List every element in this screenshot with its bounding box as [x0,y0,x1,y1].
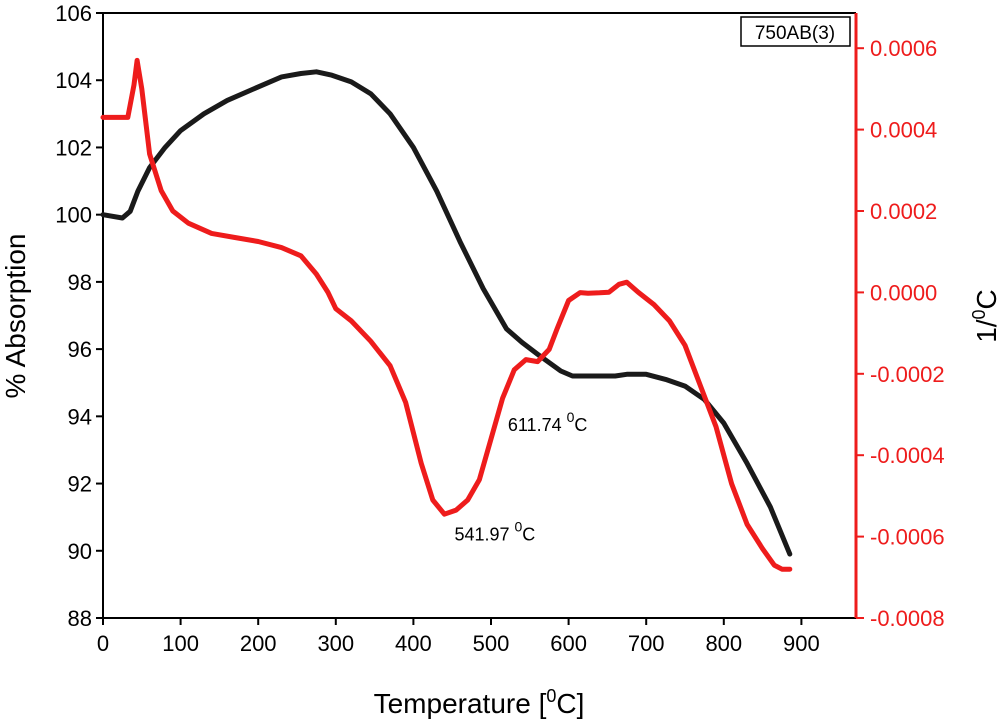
x-tick-label: 500 [473,631,510,656]
left-y-axis-title: % Absorption [0,234,31,399]
x-tick-label: 200 [240,631,277,656]
x-axis-title-main: Temperature [ [374,688,547,719]
left-tick-label: 106 [55,1,92,26]
peak-annotation-sup: 0 [567,409,575,425]
left-axis-ticks: 88 90 92 94 96 98 100 102 104 106 [55,1,103,631]
right-tick-label: -0.0002 [870,362,945,387]
absorption-series-line [100,69,793,557]
right-y-axis-title-sup: 0 [969,309,989,319]
left-tick-label: 100 [55,203,92,228]
x-tick-label: 300 [317,631,354,656]
left-tick-label: 90 [68,539,92,564]
peak-annotation-value: 541.97 [454,525,514,545]
left-tick-label: 88 [68,606,92,631]
legend-label: 750AB(3) [755,23,835,44]
right-tick-label: 0.0002 [870,199,937,224]
x-tick-label: 800 [705,631,742,656]
right-tick-label: 0.0006 [870,36,937,61]
x-tick-label: 600 [550,631,587,656]
series-layer [100,57,793,572]
peak-annotation-sup: 0 [515,519,523,535]
x-tick-label: 400 [395,631,432,656]
x-tick-label: 700 [628,631,665,656]
peak-annotation-unit: C [522,525,535,545]
right-y-axis-title-main: 1/ [971,319,1002,343]
x-axis-title-sup: 0 [546,686,556,706]
left-tick-label: 96 [68,337,92,362]
right-tick-label: 0.0004 [870,118,937,143]
left-tick-label: 104 [55,68,92,93]
right-y-axis-title: 1/0C [969,289,1002,343]
peak-annotation-unit: C [574,415,587,435]
x-tick-label: 100 [162,631,199,656]
legend-box [740,16,851,47]
peak-annotation-value: 611.74 [508,415,567,435]
right-tick-label: -0.0008 [870,606,945,631]
x-tick-label: 0 [97,631,109,656]
right-tick-label: -0.0006 [870,525,945,550]
left-tick-label: 102 [55,135,92,160]
x-axis-title: Temperature [0C] [374,686,585,719]
left-tick-label: 92 [68,472,92,497]
right-axis-ticks: -0.0008 -0.0006 -0.0004 -0.0002 0.0000 0.0002… [856,36,945,631]
x-axis-ticks: 0 100 200 300 400 500 600 700 800 900 [97,618,820,656]
peak-annotation: 541.97 0C [454,519,535,545]
x-tick-label: 900 [783,631,820,656]
x-axis-title-tail: C] [556,688,584,719]
right-y-axis-title-tail: C [971,289,1002,309]
peak-annotation: 611.74 0C [508,409,588,435]
left-tick-label: 98 [68,270,92,295]
right-tick-label: 0.0000 [870,280,937,305]
right-tick-label: -0.0004 [870,443,945,468]
left-tick-label: 94 [68,404,92,429]
derivative-series-line [100,57,793,572]
